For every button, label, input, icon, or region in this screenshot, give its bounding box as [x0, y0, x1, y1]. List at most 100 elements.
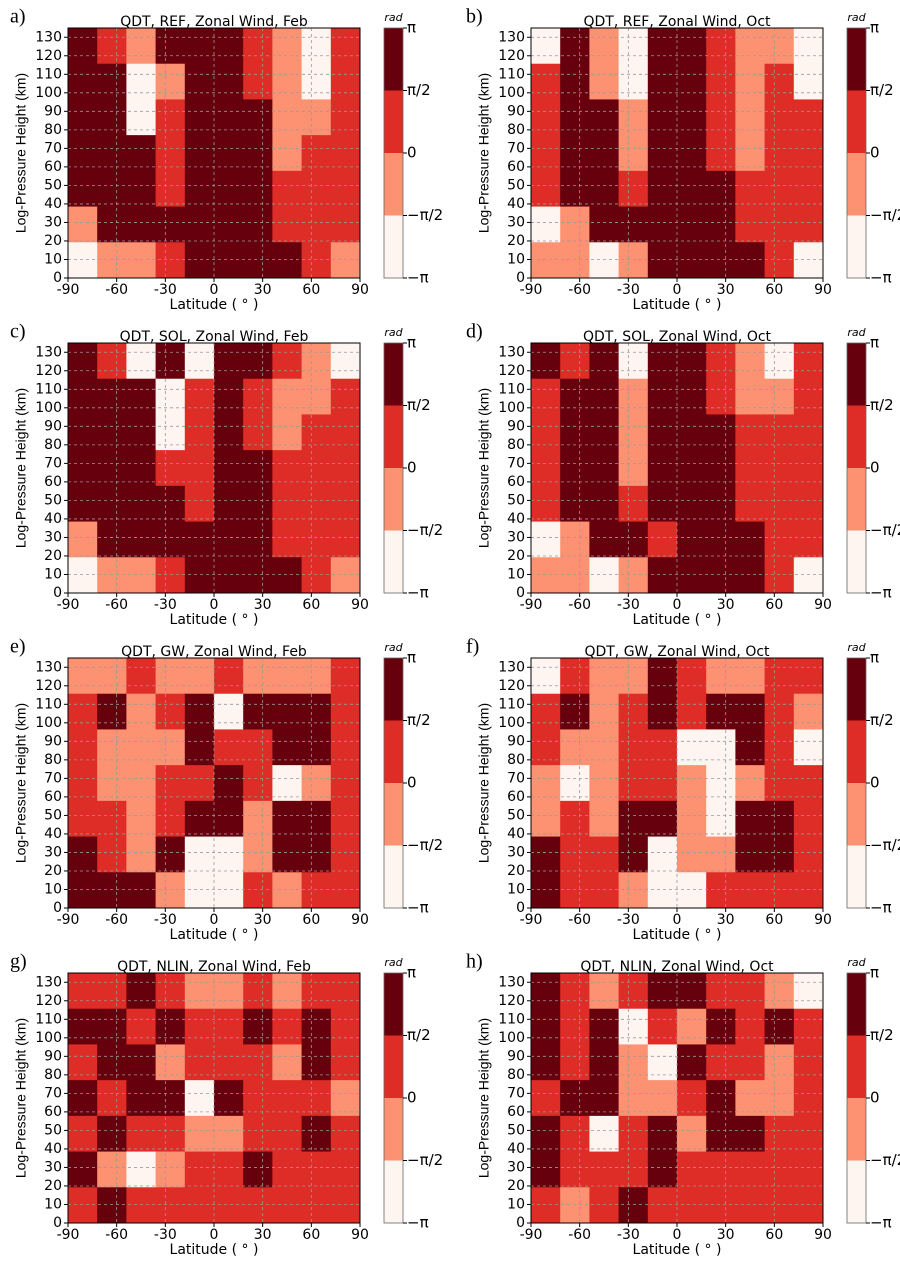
heatmap-cell: [243, 836, 273, 873]
y-tick-label: 130: [498, 29, 525, 45]
x-tick-label: -30: [617, 912, 640, 928]
heatmap-cell: [272, 693, 303, 730]
heatmap-cell: [272, 242, 303, 279]
y-tick-label: 0: [53, 1215, 62, 1231]
x-tick-label: 60: [765, 1227, 783, 1243]
heatmap-cell: [677, 28, 707, 65]
x-tick-label: -90: [520, 597, 543, 613]
y-axis-label: Log-Pressure Height (km): [476, 388, 492, 548]
heatmap-cell: [126, 973, 157, 1010]
heatmap-cell: [301, 343, 332, 380]
heatmap-cell: [301, 836, 332, 873]
heatmap-cell: [647, 1080, 678, 1117]
colorbar-segment: [384, 1160, 403, 1223]
panel: -90 -60 -30 0 30 60 90 0 10 20 30 40 50 60 70 80 90 100 11…: [466, 6, 900, 313]
heatmap-cell: [706, 836, 736, 873]
heatmap-cell: [560, 693, 590, 730]
y-tick-label: 50: [507, 177, 525, 193]
heatmap-cell: [531, 378, 561, 415]
heatmap-cell: [764, 658, 795, 695]
heatmap-cell: [764, 206, 795, 243]
y-tick-label: 0: [53, 585, 62, 601]
heatmap-cell: [677, 63, 707, 100]
heatmap-cell: [301, 378, 332, 415]
heatmap-cell: [330, 1115, 361, 1153]
colorbar-tick-label: −π: [870, 269, 892, 287]
heatmap-cell: [301, 658, 332, 695]
heatmap-cell: [126, 872, 157, 909]
y-tick-label: 50: [507, 807, 525, 823]
heatmap-cell: [97, 765, 127, 802]
heatmap-cell: [589, 170, 620, 208]
heatmap-cell: [793, 1187, 824, 1224]
colorbar-segment: [847, 468, 866, 531]
heatmap-cell: [243, 1151, 273, 1188]
heatmap-cell: [764, 836, 795, 873]
heatmap-cell: [793, 872, 824, 909]
plot-frame: [67, 657, 361, 909]
heatmap-cell: [126, 1187, 157, 1224]
heatmap-cell: [706, 63, 736, 100]
x-tick-label: -60: [568, 1227, 591, 1243]
x-tick-label: -90: [520, 912, 543, 928]
heatmap-cell: [677, 450, 707, 487]
x-tick-label: -60: [105, 1227, 128, 1243]
heatmap-cell: [155, 450, 186, 487]
y-tick-label: 40: [507, 1141, 525, 1157]
y-tick-label: 0: [53, 270, 62, 286]
heatmap-cell: [735, 765, 766, 802]
heatmap-cell: [184, 693, 215, 730]
colorbar-tick-label: −π: [870, 584, 892, 602]
heatmap-cell: [647, 63, 678, 100]
y-tick-label: 130: [498, 659, 525, 675]
heatmap-cell: [272, 1080, 303, 1117]
colorbar-segment: [847, 1035, 866, 1098]
panel-label: e): [10, 636, 26, 658]
heatmap-cell: [301, 973, 332, 1010]
colorbar-tick-label: π: [407, 649, 416, 667]
colorbar-tick-label: π/2: [870, 1026, 894, 1044]
panel-title: QDT, SOL, Zonal Wind, Oct: [583, 329, 772, 345]
heatmap-cell: [214, 485, 244, 523]
heatmap-cell: [793, 450, 824, 487]
colorbar-tick-label: π: [407, 964, 416, 982]
colorbar-tick-label: −π: [407, 269, 429, 287]
heatmap-cell: [677, 973, 707, 1010]
x-tick-label: -60: [105, 282, 128, 298]
heatmap-cell: [735, 1151, 766, 1188]
heatmap-cell: [589, 28, 620, 65]
heatmap-cell: [735, 170, 766, 208]
heatmap-cell: [764, 973, 795, 1010]
colorbar-tick-label: −π: [870, 1214, 892, 1232]
heatmap-cell: [706, 521, 736, 558]
heatmap-cell: [243, 800, 273, 838]
heatmap-cell: [155, 378, 186, 415]
heatmap-cell: [793, 485, 824, 523]
heatmap-cell: [735, 658, 766, 695]
heatmap-cell: [677, 1008, 707, 1045]
heatmap-cell: [706, 1008, 736, 1045]
y-tick-label: 100: [498, 85, 525, 101]
heatmap-cell: [272, 206, 303, 243]
heatmap-cell: [531, 973, 561, 1010]
plot-frame: [67, 342, 361, 594]
y-tick-label: 100: [35, 1030, 62, 1046]
heatmap-cell: [272, 450, 303, 487]
heatmap-cell: [301, 1151, 332, 1188]
colorbar-segment: [384, 1035, 403, 1098]
x-tick-label: -30: [617, 282, 640, 298]
heatmap-cell: [97, 343, 127, 380]
heatmap-cell: [184, 800, 215, 838]
y-tick-label: 110: [498, 696, 525, 712]
heatmap-cell: [243, 1008, 273, 1045]
panel-title: QDT, REF, Zonal Wind, Feb: [120, 14, 308, 30]
heatmap-cell: [301, 242, 332, 279]
heatmap-cell: [560, 170, 590, 208]
heatmap-cell: [243, 557, 273, 594]
heatmap-cell: [647, 343, 678, 380]
heatmap-cell: [531, 206, 561, 243]
y-tick-label: 50: [44, 492, 62, 508]
heatmap-cell: [531, 1115, 561, 1153]
heatmap-cell: [214, 1187, 244, 1224]
plot-frame: [530, 657, 824, 909]
